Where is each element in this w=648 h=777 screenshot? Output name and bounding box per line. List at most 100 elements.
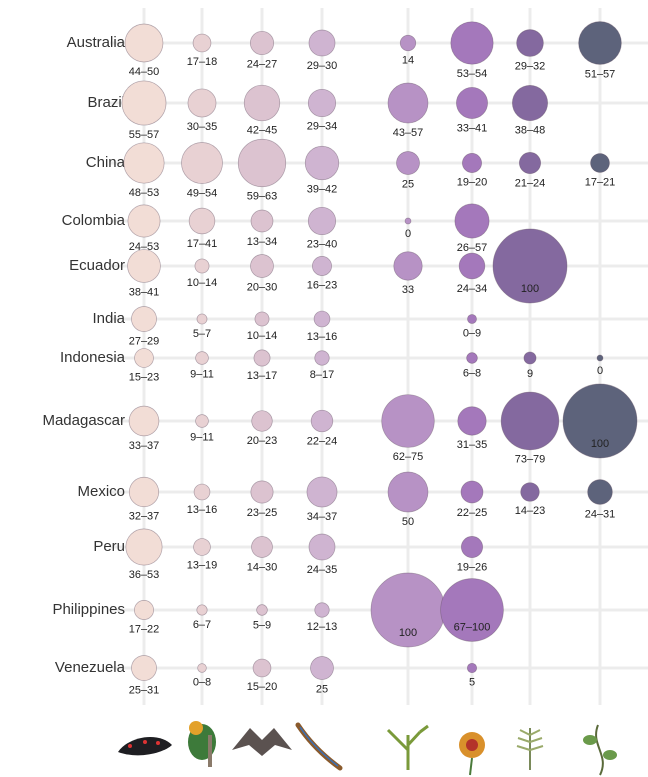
value-label: 9 <box>527 368 533 380</box>
value-label: 50 <box>402 516 414 528</box>
bubble <box>394 252 422 280</box>
bubble <box>397 152 420 175</box>
bubble <box>196 415 209 428</box>
value-label: 10–14 <box>187 277 218 289</box>
value-label: 22–24 <box>307 436 338 448</box>
bubble <box>129 477 158 506</box>
bubble <box>517 30 544 57</box>
value-label: 59–63 <box>247 191 278 203</box>
value-label: 100 <box>591 438 609 450</box>
value-label: 15–23 <box>129 371 160 383</box>
bubble <box>128 250 161 283</box>
bubble <box>134 600 153 619</box>
value-label: 13–34 <box>247 236 278 248</box>
country-label: India <box>92 310 125 327</box>
bubble <box>309 534 335 560</box>
country-label: Peru <box>93 538 125 555</box>
value-label: 31–35 <box>457 439 488 451</box>
bubble <box>459 253 485 279</box>
value-label: 27–29 <box>129 335 160 347</box>
bubble <box>305 146 339 180</box>
bubble <box>181 142 222 183</box>
bubble <box>193 34 211 52</box>
bubble <box>388 472 428 512</box>
bubble <box>244 85 280 121</box>
bubble <box>307 477 337 507</box>
value-label: 100 <box>399 627 417 639</box>
bubble <box>314 311 330 327</box>
value-label: 21–24 <box>515 178 546 190</box>
value-label: 14–30 <box>247 561 278 573</box>
value-label: 33–41 <box>457 122 488 134</box>
value-label: 33–37 <box>129 440 160 452</box>
bubble <box>512 85 547 120</box>
value-label: 17–21 <box>585 176 616 188</box>
value-label: 0–8 <box>193 676 211 688</box>
bubble <box>524 352 536 364</box>
bubble <box>405 218 411 224</box>
value-label: 14–23 <box>515 505 546 517</box>
value-label: 14 <box>402 55 414 67</box>
value-label: 5–7 <box>193 328 211 340</box>
bubble <box>252 537 273 558</box>
value-label: 9–11 <box>190 368 214 380</box>
bubble <box>456 87 487 118</box>
bubble <box>400 35 416 51</box>
bubble <box>388 83 428 123</box>
value-label: 24–35 <box>307 564 338 576</box>
value-label: 23–25 <box>247 507 278 519</box>
value-label: 12–13 <box>307 621 338 633</box>
bubble <box>315 351 330 366</box>
value-label: 34–37 <box>307 511 338 523</box>
value-label: 16–23 <box>307 280 338 292</box>
value-label: 29–32 <box>515 60 546 72</box>
bubble <box>467 314 476 323</box>
value-label: 100 <box>521 283 539 295</box>
country-label: Philippines <box>52 601 125 618</box>
value-label: 19–20 <box>457 177 488 189</box>
bubble <box>128 205 160 237</box>
country-label: Colombia <box>62 212 126 229</box>
value-label: 6–7 <box>193 619 211 631</box>
value-label: 49–54 <box>187 187 218 199</box>
bubble <box>461 536 482 557</box>
bubble <box>131 306 156 331</box>
bat-icon <box>232 728 292 756</box>
value-label: 19–26 <box>457 562 488 574</box>
bubble <box>501 392 559 450</box>
bubble <box>455 204 489 238</box>
bubble <box>597 355 603 361</box>
moss-icon <box>388 726 428 770</box>
value-label: 29–30 <box>307 60 338 72</box>
value-label: 20–23 <box>247 435 278 447</box>
bubble <box>467 353 478 364</box>
value-label: 48–53 <box>129 187 160 199</box>
country-label: Ecuador <box>69 257 125 274</box>
value-label: 38–48 <box>515 125 546 137</box>
chart: AustraliaBrazilChinaColombiaEcuadorIndia… <box>0 0 648 777</box>
value-label: 25 <box>316 683 328 695</box>
bubble <box>129 406 159 436</box>
value-label: 43–57 <box>393 127 424 139</box>
country-label: Madagascar <box>42 412 125 429</box>
salamander-icon <box>118 737 172 755</box>
value-label: 36–53 <box>129 569 160 581</box>
bubble <box>251 481 273 503</box>
bubble <box>198 664 207 673</box>
bubble <box>462 153 481 172</box>
value-label: 67–100 <box>454 621 491 633</box>
country-label: China <box>86 154 126 171</box>
bubble <box>309 30 335 56</box>
country-label: Indonesia <box>60 349 126 366</box>
bubble <box>519 152 540 173</box>
value-label: 9–11 <box>190 431 214 443</box>
bubble <box>131 655 156 680</box>
value-label: 73–79 <box>515 454 546 466</box>
value-label: 23–40 <box>307 239 338 251</box>
bubble <box>579 22 622 65</box>
bubble <box>194 484 210 500</box>
country-label: Australia <box>67 34 126 51</box>
value-label: 17–18 <box>187 56 218 68</box>
bubble <box>311 657 334 680</box>
value-label: 13–19 <box>187 559 218 571</box>
